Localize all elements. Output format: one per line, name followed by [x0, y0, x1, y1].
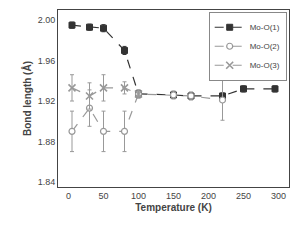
svg-text:0: 0: [66, 191, 71, 201]
svg-text:150: 150: [166, 191, 181, 201]
svg-text:50: 50: [98, 191, 108, 201]
svg-text:250: 250: [236, 191, 251, 201]
svg-text:1.88: 1.88: [38, 137, 56, 147]
svg-text:Bond length (Å): Bond length (Å): [21, 61, 33, 136]
svg-text:1.92: 1.92: [38, 96, 56, 106]
svg-text:300: 300: [271, 191, 286, 201]
svg-text:100: 100: [131, 191, 146, 201]
svg-text:Temperature (K): Temperature (K): [135, 202, 212, 213]
svg-text:1.96: 1.96: [38, 56, 56, 66]
svg-text:2.00: 2.00: [38, 15, 56, 25]
svg-text:200: 200: [201, 191, 216, 201]
svg-text:Mo-O(1): Mo-O(1): [250, 23, 280, 32]
svg-text:Mo-O(3): Mo-O(3): [250, 61, 280, 70]
svg-text:Mo-O(2): Mo-O(2): [250, 42, 280, 51]
svg-text:1.84: 1.84: [38, 177, 56, 187]
